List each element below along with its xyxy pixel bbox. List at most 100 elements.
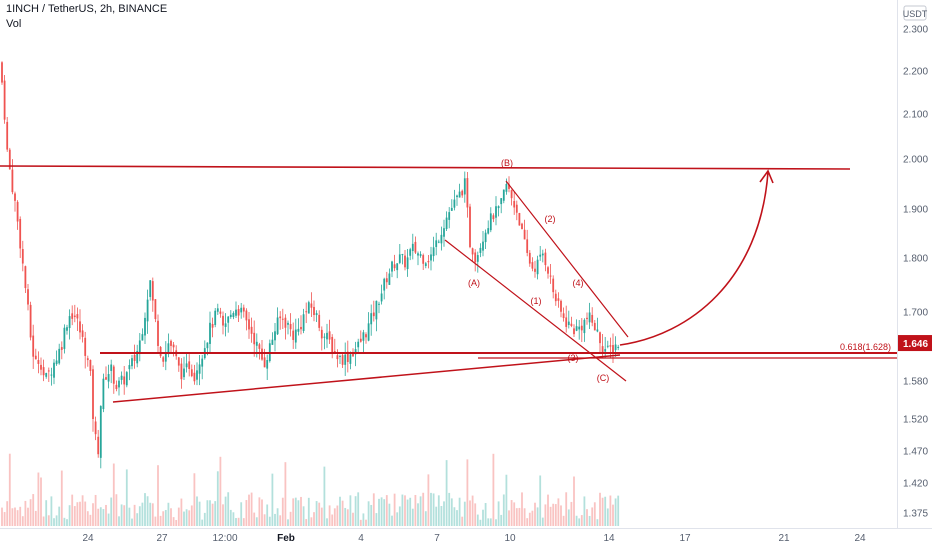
candle-body	[255, 341, 258, 346]
candle-body	[612, 345, 614, 352]
volume-bar	[154, 516, 157, 526]
candle-body	[193, 372, 196, 382]
candle-body	[240, 307, 243, 313]
candle-body	[118, 380, 120, 388]
volume-bar	[560, 505, 562, 526]
volume-bar	[170, 508, 172, 526]
candle-body	[24, 266, 27, 289]
volume-bar	[372, 493, 375, 526]
candle-body	[128, 365, 131, 370]
candle-body	[450, 207, 453, 211]
volume-bar	[393, 493, 396, 526]
price-axis[interactable]: USDT 2.300 2.200 2.100 2.000 1.900 1.800 1.700 1…	[898, 5, 932, 520]
volume-bar	[255, 517, 258, 526]
candle-body	[201, 358, 204, 367]
candle-body	[336, 355, 339, 360]
volume-bar	[523, 508, 526, 526]
candle-body	[614, 344, 617, 351]
lower-channel-line	[444, 239, 627, 382]
volume-bar	[222, 504, 224, 526]
volume-bar	[110, 497, 113, 526]
volume-bar	[55, 515, 58, 526]
volume-bar	[484, 503, 487, 526]
volume-bar	[606, 508, 609, 526]
volume-bar	[47, 515, 50, 526]
volume-bar	[344, 507, 347, 526]
time-tick-label: 7	[434, 533, 440, 544]
volume-bar	[500, 514, 503, 526]
candle-body	[224, 323, 227, 327]
candle-body	[102, 378, 105, 410]
time-tick-label: 24	[854, 533, 866, 544]
volume-bar	[63, 517, 66, 526]
volume-bar	[567, 509, 570, 526]
volume-bar	[138, 506, 141, 526]
candle-body	[370, 313, 373, 325]
volume-bar	[354, 496, 357, 526]
volume-bar	[549, 506, 552, 526]
volume-bar	[279, 515, 282, 526]
candle-body	[593, 322, 596, 331]
candle-body	[489, 213, 492, 231]
volume-bar	[211, 503, 214, 526]
candle-body	[289, 323, 292, 330]
volume-bar	[380, 497, 383, 526]
volume-bar	[146, 496, 149, 526]
time-axis[interactable]: 24 27 12:00 Feb 4 7 10 14 17 21 24	[82, 533, 866, 544]
candle-body	[253, 332, 256, 345]
candle-body	[570, 323, 573, 326]
volume-bar	[79, 501, 81, 526]
candle-body	[500, 198, 503, 205]
volume-bar	[476, 514, 479, 526]
volume-bar	[40, 477, 42, 526]
volume-bar	[24, 500, 27, 526]
candle-body	[123, 376, 126, 385]
volume-bar	[289, 511, 292, 526]
candle-body	[385, 278, 388, 283]
candle-body	[66, 327, 68, 331]
price-tick-label: 1.580	[903, 377, 928, 388]
volume-bar	[583, 496, 586, 526]
volume-indicator-label[interactable]: Vol	[6, 18, 22, 30]
candle-body	[206, 342, 209, 349]
volume-bar	[521, 492, 523, 526]
candle-body	[586, 317, 588, 320]
volume-bar	[263, 514, 266, 526]
candle-body	[185, 363, 188, 368]
candle-body	[554, 293, 557, 302]
volume-bar	[513, 502, 516, 526]
candle-body	[583, 319, 586, 334]
volume-bar	[268, 516, 271, 526]
candle-body	[216, 308, 219, 312]
candle-body	[125, 372, 128, 386]
volume-bar	[149, 502, 152, 526]
candle-body	[349, 354, 352, 364]
candle-body	[341, 355, 344, 365]
wave-label: (1)	[531, 296, 542, 306]
volume-bar	[92, 503, 94, 526]
candle-body	[552, 278, 555, 293]
volume-bar	[497, 501, 500, 526]
candle-body	[346, 351, 349, 362]
volume-bar	[424, 511, 427, 526]
volume-bar	[599, 492, 601, 526]
volume-bar	[1, 507, 3, 526]
price-tick-label: 1.700	[903, 308, 928, 319]
candle-body	[606, 345, 609, 347]
candle-body	[591, 314, 594, 323]
volume-bar	[177, 507, 180, 526]
candle-body	[437, 241, 440, 243]
candle-body	[575, 326, 578, 331]
volume-bar	[432, 493, 435, 526]
volume-bar	[411, 508, 414, 526]
volume-bar	[167, 502, 170, 526]
volume-bar	[541, 517, 544, 526]
candle-body	[274, 331, 276, 341]
candle-body	[99, 406, 102, 458]
candle-body	[81, 330, 84, 337]
candle-body	[388, 273, 391, 285]
candle-body	[440, 234, 443, 244]
arrow-head	[759, 169, 774, 184]
candle-body	[560, 300, 562, 312]
